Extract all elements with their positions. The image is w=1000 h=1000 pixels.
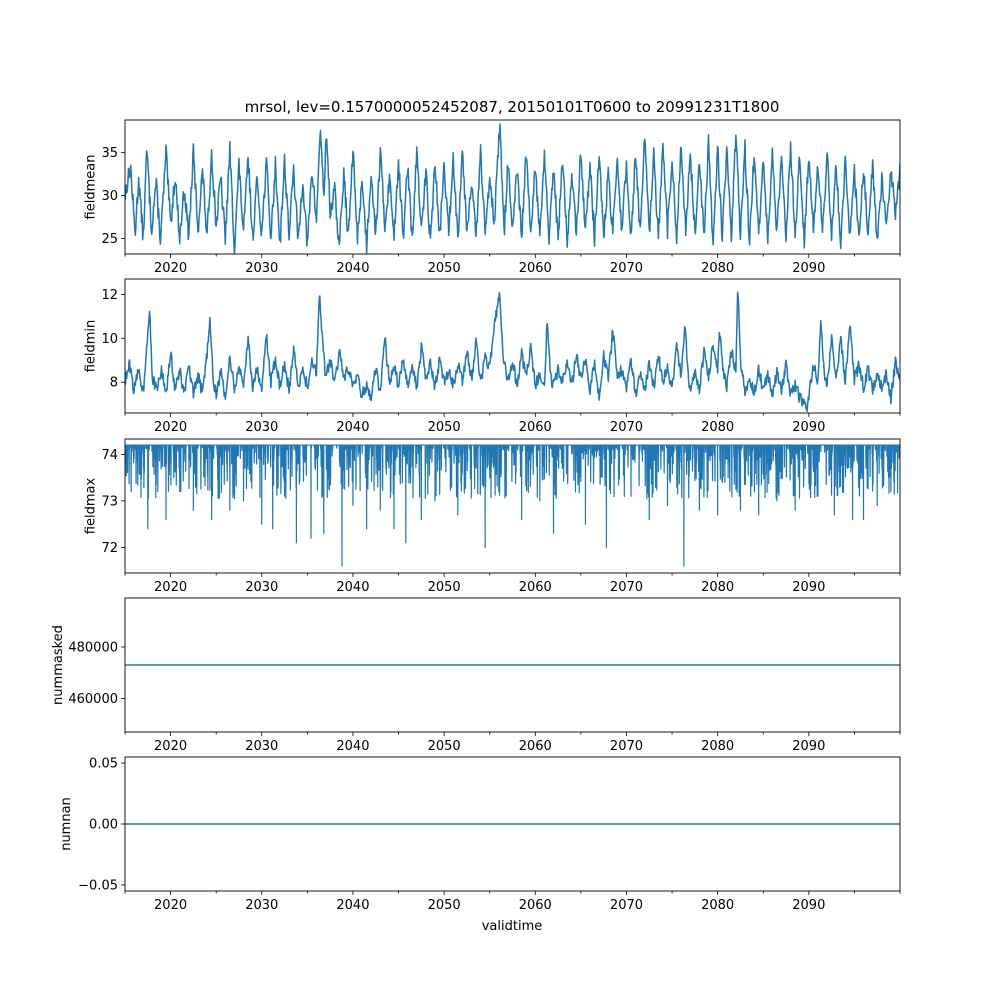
x-tick-label: 2070 bbox=[610, 898, 643, 913]
x-tick-label: 2030 bbox=[245, 739, 278, 754]
x-tick-label: 2050 bbox=[428, 580, 461, 595]
y-tick-label: 35 bbox=[101, 146, 118, 161]
y-axis-label-fieldmean: fieldmean bbox=[84, 155, 99, 220]
y-tick-label: 30 bbox=[101, 189, 118, 204]
y-axis-label-nummasked: nummasked bbox=[51, 625, 66, 705]
series-line-fieldmean bbox=[125, 123, 900, 254]
x-tick-label: 2090 bbox=[792, 261, 825, 276]
x-tick-label: 2060 bbox=[519, 420, 552, 435]
series-line-fieldmin bbox=[125, 291, 900, 413]
x-tick-label: 2030 bbox=[245, 261, 278, 276]
x-axis-fieldmean: 2020 2030 2040 2050 2060 2070 2080 2090 bbox=[124, 254, 901, 276]
y-axis-fieldmean: 25 30 35 bbox=[101, 146, 125, 247]
x-tick-label: 2070 bbox=[610, 580, 643, 595]
y-axis-numnan: −0.05 0.00 0.05 bbox=[78, 757, 125, 893]
y-tick-label: 74 bbox=[101, 448, 118, 463]
x-tick-label: 2080 bbox=[701, 898, 734, 913]
x-tick-label: 2070 bbox=[610, 261, 643, 276]
x-tick-label: 2030 bbox=[245, 898, 278, 913]
x-tick-label: 2060 bbox=[519, 739, 552, 754]
x-tick-label: 2050 bbox=[428, 739, 461, 754]
x-tick-label: 2080 bbox=[701, 739, 734, 754]
y-tick-label: 72 bbox=[101, 541, 118, 556]
x-axis-nummasked: 2020 2030 2040 2050 2060 2070 2080 2090 bbox=[124, 732, 901, 754]
x-tick-label: 2080 bbox=[701, 261, 734, 276]
panel-numnan: 2020 2030 2040 2050 2060 2070 2080 2090 −0.05 0.0… bbox=[59, 756, 901, 913]
x-tick-label: 2020 bbox=[154, 898, 187, 913]
axes-frame-nummasked bbox=[124, 597, 901, 733]
x-tick-label: 2040 bbox=[336, 898, 369, 913]
y-tick-label: 73 bbox=[101, 494, 118, 509]
panel-nummasked: 2020 2030 2040 2050 2060 2070 2080 2090 460000 48… bbox=[51, 597, 901, 754]
x-tick-label: 2070 bbox=[610, 739, 643, 754]
y-tick-label: 12 bbox=[101, 288, 118, 303]
x-tick-label: 2060 bbox=[519, 580, 552, 595]
y-tick-label: 25 bbox=[101, 232, 118, 247]
y-tick-label: 10 bbox=[101, 332, 118, 347]
y-axis-label-numnan: numnan bbox=[59, 797, 74, 851]
x-tick-label: 2060 bbox=[519, 261, 552, 276]
axes-frame-fieldmean bbox=[124, 119, 901, 255]
x-tick-label: 2090 bbox=[792, 739, 825, 754]
x-tick-label: 2090 bbox=[792, 580, 825, 595]
x-tick-label: 2040 bbox=[336, 420, 369, 435]
x-tick-label: 2040 bbox=[336, 261, 369, 276]
x-tick-label: 2040 bbox=[336, 739, 369, 754]
x-axis-label: validtime bbox=[482, 919, 543, 934]
x-tick-label: 2090 bbox=[792, 898, 825, 913]
x-tick-label: 2080 bbox=[701, 580, 734, 595]
y-axis-label-fieldmin: fieldmin bbox=[84, 320, 99, 373]
y-axis-fieldmin: 8 10 12 bbox=[101, 288, 125, 391]
y-axis-fieldmax: 72 73 74 bbox=[101, 448, 125, 556]
x-tick-label: 2050 bbox=[428, 420, 461, 435]
x-axis-fieldmin: 2020 2030 2040 2050 2060 2070 2080 2090 bbox=[124, 413, 901, 435]
x-tick-label: 2040 bbox=[336, 580, 369, 595]
x-tick-label: 2050 bbox=[428, 261, 461, 276]
x-tick-label: 2020 bbox=[154, 580, 187, 595]
y-tick-label: 0.00 bbox=[89, 818, 118, 833]
panel-fieldmin: 2020 2030 2040 2050 2060 2070 2080 2090 8 10 12 fie… bbox=[84, 278, 901, 435]
panel-fieldmax: 2020 2030 2040 2050 2060 2070 2080 2090 72 73 74fi… bbox=[84, 438, 901, 595]
x-tick-label: 2070 bbox=[610, 420, 643, 435]
x-tick-label: 2090 bbox=[792, 420, 825, 435]
y-axis-label-fieldmax: fieldmax bbox=[84, 478, 99, 535]
series-line-fieldmax bbox=[125, 444, 900, 567]
x-tick-label: 2030 bbox=[245, 420, 278, 435]
y-axis-nummasked: 460000 480000 bbox=[68, 640, 125, 707]
x-tick-label: 2060 bbox=[519, 898, 552, 913]
y-tick-label: 0.05 bbox=[89, 757, 118, 772]
y-tick-label: 8 bbox=[110, 376, 118, 391]
x-tick-label: 2020 bbox=[154, 739, 187, 754]
x-tick-label: 2020 bbox=[154, 261, 187, 276]
axes-frame-fieldmin bbox=[124, 278, 901, 414]
chart-title: mrsol, lev=0.1570000052452087, 20150101T… bbox=[245, 98, 780, 116]
axes-frame-fieldmax bbox=[124, 438, 901, 574]
y-tick-label: 460000 bbox=[68, 692, 118, 707]
y-tick-label: −0.05 bbox=[78, 878, 118, 893]
x-tick-label: 2020 bbox=[154, 420, 187, 435]
panels: 2020 2030 2040 2050 2060 2070 2080 2090253035fi… bbox=[51, 119, 901, 913]
x-axis-numnan: 2020 2030 2040 2050 2060 2070 2080 2090 bbox=[124, 891, 901, 913]
y-tick-label: 480000 bbox=[68, 640, 118, 655]
x-axis-fieldmax: 2020 2030 2040 2050 2060 2070 2080 2090 bbox=[124, 573, 901, 595]
x-tick-label: 2050 bbox=[428, 898, 461, 913]
x-tick-label: 2030 bbox=[245, 580, 278, 595]
panel-fieldmean: 2020 2030 2040 2050 2060 2070 2080 2090 25 30 35fi… bbox=[84, 119, 901, 276]
x-tick-label: 2080 bbox=[701, 420, 734, 435]
